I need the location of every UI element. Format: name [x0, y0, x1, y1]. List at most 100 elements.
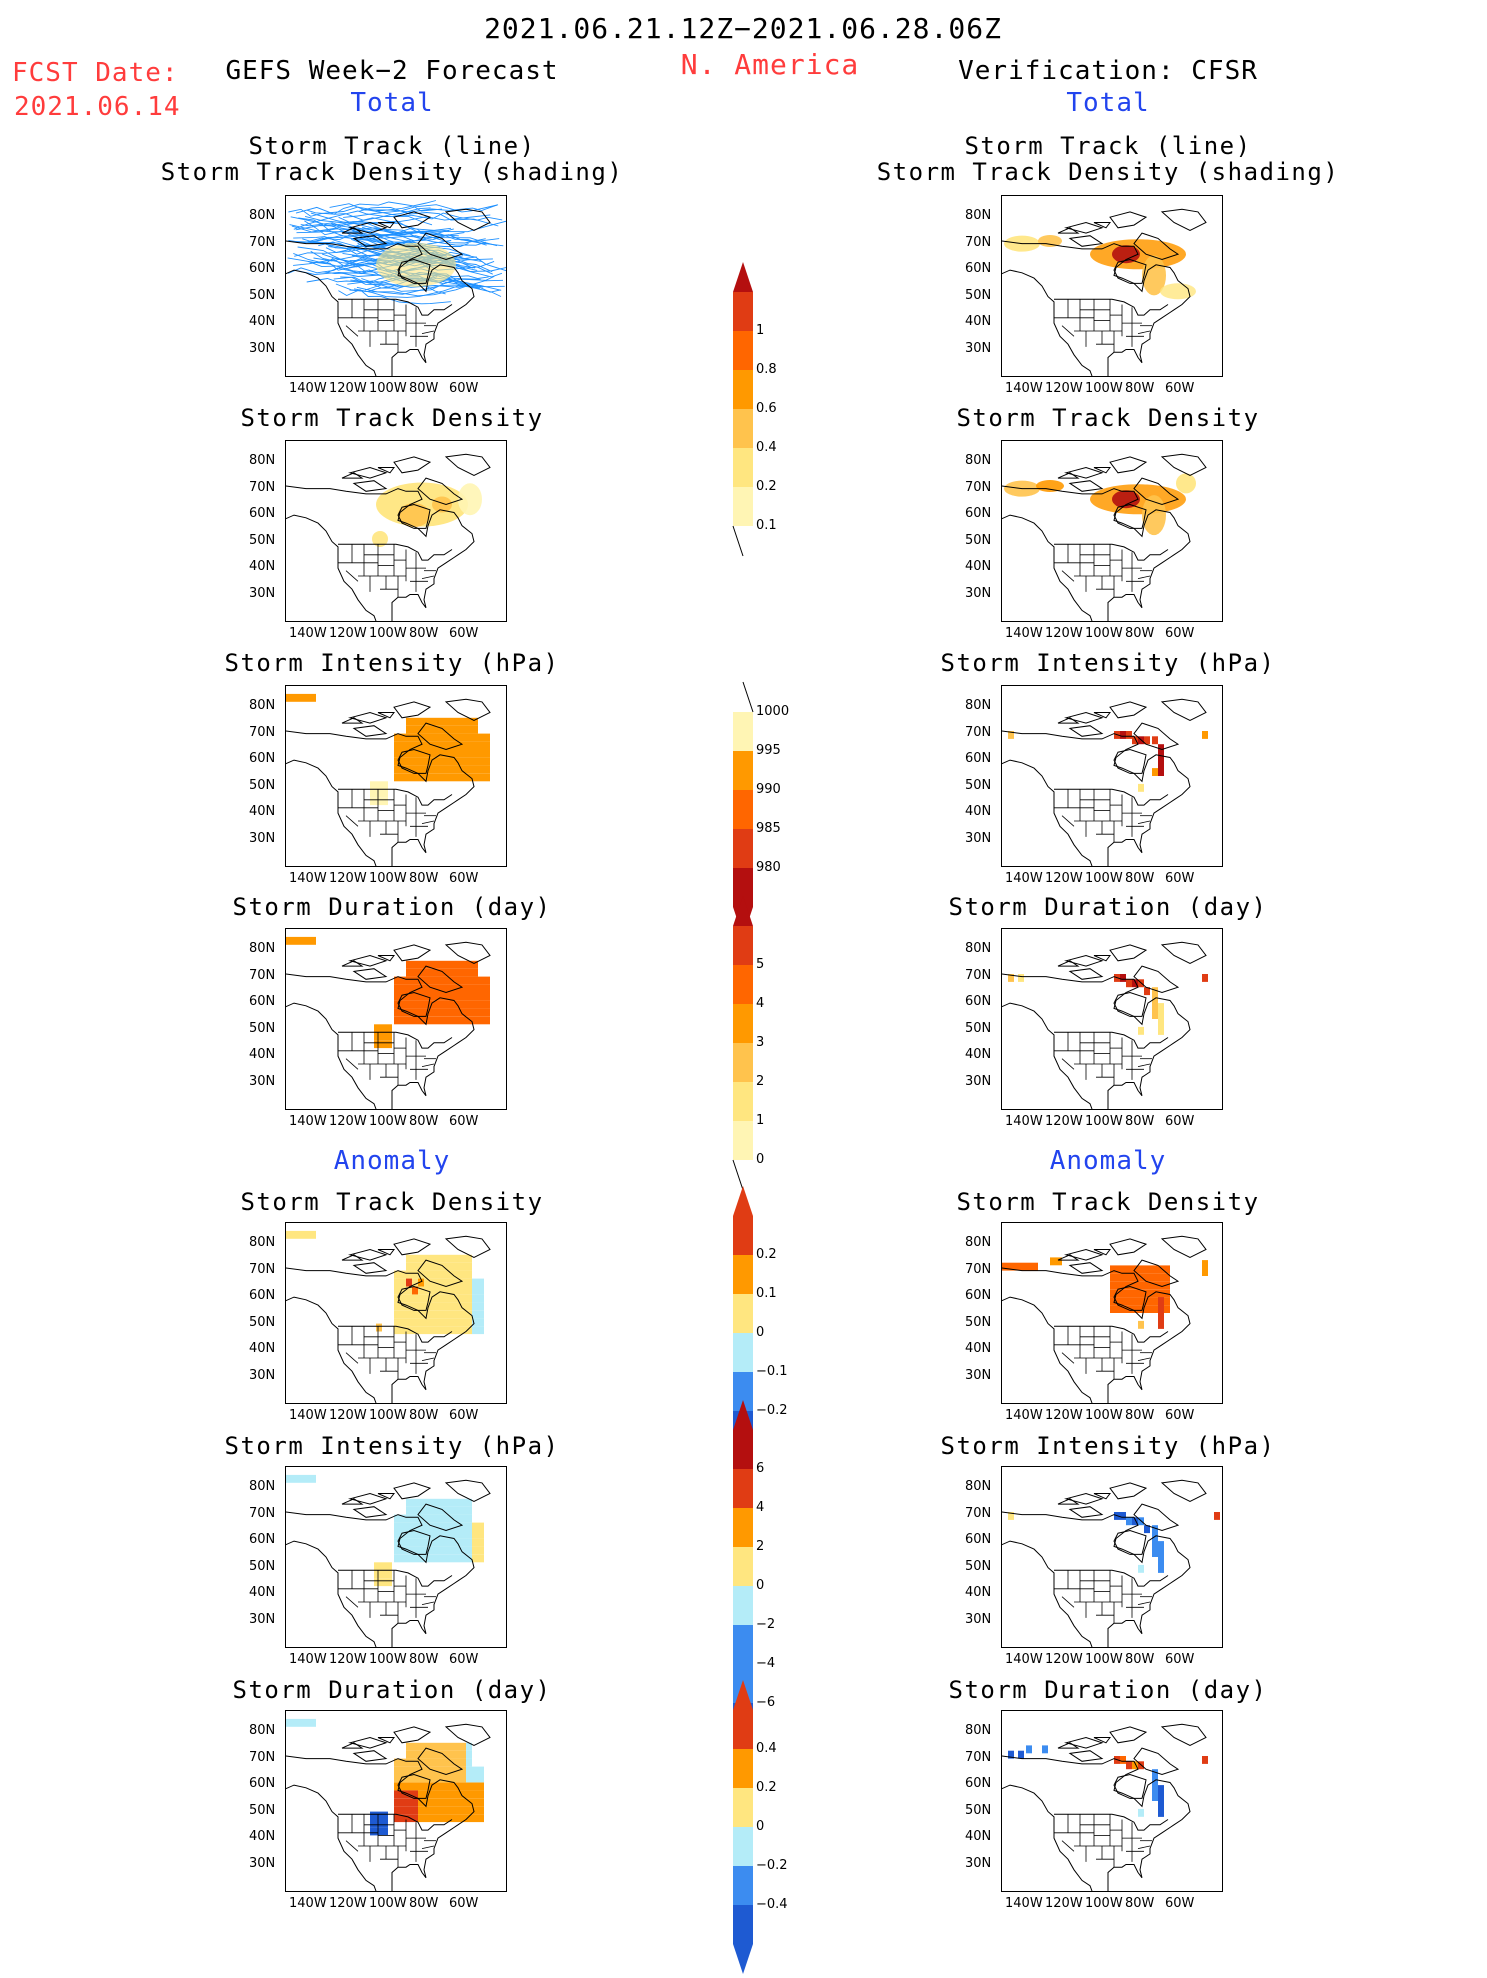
grid-cell	[472, 1766, 478, 1775]
grid-cell	[394, 1016, 400, 1025]
grid-cell	[484, 1000, 490, 1009]
grid-cell	[418, 1498, 424, 1507]
density-blob	[1036, 480, 1064, 492]
grid-cell	[1146, 1273, 1152, 1282]
grid-cell	[478, 1546, 484, 1555]
density-blob	[1112, 245, 1140, 264]
grid-cell	[478, 1554, 484, 1563]
grid-cell	[448, 1766, 454, 1775]
lat-tick-label: 60N	[249, 1288, 276, 1304]
lat-tick-label: 80N	[249, 208, 276, 224]
grid-cell	[1132, 1517, 1138, 1526]
grid-cell	[454, 1806, 460, 1815]
grid-cell	[454, 733, 460, 742]
grid-cell	[460, 1270, 466, 1279]
colorbar-segment	[733, 1082, 753, 1121]
lat-tick-label: 80N	[965, 208, 992, 224]
grid-cell	[460, 1262, 466, 1271]
colorbar-label: 0	[756, 1152, 765, 1167]
colorbar-label: 1	[756, 323, 765, 338]
grid-cell	[442, 1766, 448, 1775]
grid-cell	[448, 1278, 454, 1287]
grid-cell	[430, 1254, 436, 1263]
grid-cell	[1140, 1265, 1146, 1274]
grid-cell	[436, 1546, 442, 1555]
grid-cell	[430, 992, 436, 1001]
grid-cell	[1128, 1265, 1134, 1274]
lat-tick-label: 40N	[965, 559, 992, 575]
grid-cell	[1164, 1273, 1170, 1282]
grid-cell	[412, 749, 418, 758]
storm-track-line	[347, 279, 504, 288]
grid-cell	[1138, 783, 1144, 792]
grid-cell	[286, 1474, 316, 1483]
grid-cell	[430, 773, 436, 782]
grid-cell	[478, 1302, 484, 1311]
lon-tick-label: 60W	[1165, 1896, 1195, 1911]
grid-cell	[412, 1326, 418, 1335]
grid-cell	[472, 1008, 478, 1017]
grid-cell	[478, 1326, 484, 1335]
colorbar-label: 4	[756, 1500, 765, 1515]
lon-tick-label: 120W	[329, 1408, 367, 1423]
grid-cell	[442, 1310, 448, 1319]
grid-cell	[436, 1514, 442, 1523]
grid-cell	[418, 1806, 424, 1815]
grid-cell	[442, 1798, 448, 1807]
grid-cell	[394, 1278, 400, 1287]
colorbar-segment	[733, 1866, 753, 1905]
grid-cell	[436, 765, 442, 774]
grid-cell	[430, 1262, 436, 1271]
grid-cell	[436, 1016, 442, 1025]
colorbar-label: 0.8	[756, 362, 777, 377]
grid-cell	[442, 1498, 448, 1507]
grid-cell	[1164, 1297, 1170, 1305]
grid-cell	[472, 773, 478, 782]
grid-cell	[424, 976, 430, 985]
grid-cell	[436, 1008, 442, 1017]
grid-cell	[1128, 1297, 1134, 1305]
grid-cell	[286, 1230, 316, 1239]
grid-cell	[1134, 1305, 1140, 1313]
grid-cell	[448, 1498, 454, 1507]
lat-tick-label: 70N	[249, 724, 276, 740]
colorbar-label: 5	[756, 957, 765, 972]
grid-cell	[478, 757, 484, 766]
grid-cell	[406, 1000, 412, 1009]
grid-cell	[472, 1530, 478, 1539]
lon-tick-label: 60W	[1165, 626, 1195, 641]
grid-cell	[466, 976, 472, 985]
grid-cell	[1138, 1320, 1144, 1329]
grid-cell	[394, 1286, 400, 1295]
grid-cell	[460, 992, 466, 1001]
right-title-anom-density: Storm Track Density	[956, 1188, 1260, 1216]
lat-tick-label: 80N	[249, 1723, 276, 1739]
grid-cell	[454, 1750, 460, 1759]
lat-tick-label: 60N	[249, 1532, 276, 1548]
grid-cell	[442, 733, 448, 742]
colorbar-segment	[733, 1372, 753, 1411]
grid-cell	[472, 1554, 478, 1563]
grid-cell	[436, 1806, 442, 1815]
colorbar-label: 2	[756, 1539, 765, 1554]
grid-cell	[286, 693, 316, 702]
grid-cell	[424, 960, 430, 969]
grid-cell	[454, 1530, 460, 1539]
colorbar-label: 995	[756, 743, 781, 758]
grid-cell	[436, 1278, 442, 1287]
lon-tick-label: 120W	[1045, 871, 1083, 886]
grid-cell	[430, 1538, 436, 1547]
grid-cell	[1116, 1305, 1122, 1313]
grid-cell	[460, 749, 466, 758]
lat-tick-label: 30N	[249, 830, 276, 846]
grid-cell	[442, 1514, 448, 1523]
colorbar-segment	[733, 965, 753, 1004]
grid-cell	[394, 1302, 400, 1311]
grid-cell	[442, 960, 448, 969]
grid-cell	[466, 1294, 472, 1303]
colorbar-label: −0.2	[756, 1403, 788, 1418]
grid-cell	[418, 1798, 424, 1807]
grid-cell	[424, 1766, 430, 1775]
lat-tick-label: 60N	[249, 994, 276, 1010]
grid-cell	[424, 1506, 430, 1515]
